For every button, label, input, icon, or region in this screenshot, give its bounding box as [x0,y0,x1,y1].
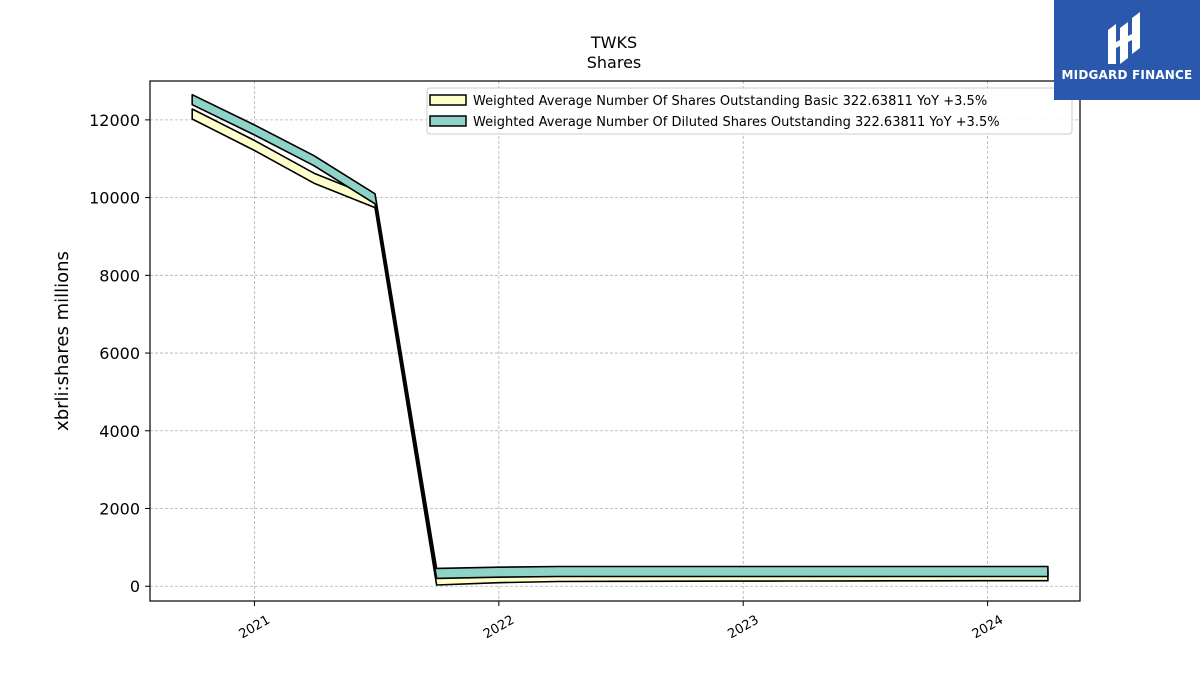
x-axis-ticks: 2021 2022 2023 2024 [237,601,1006,642]
grid-lines [150,81,1080,601]
legend: Weighted Average Number Of Shares Outsta… [426,87,1073,135]
legend-swatch [429,94,467,106]
logo-mark-icon [1108,12,1140,64]
y-tick-label: 2000 [99,500,140,519]
series-areas [191,93,1049,586]
y-tick-label: 4000 [99,422,140,441]
logo-text: MIDGARD FINANCE [1061,68,1193,82]
y-tick-label: 10000 [89,189,140,208]
series-area [191,108,1049,586]
x-tick-label: 2021 [237,613,273,643]
x-tick-label: 2023 [725,613,761,643]
y-axis-label: xbrli:shares millions [52,251,73,431]
y-tick-label: 8000 [99,266,140,285]
legend-frame [426,87,1073,135]
y-tick-label: 0 [130,577,140,596]
y-tick-label: 6000 [99,344,140,363]
series-area [191,93,1049,580]
chart-title: TWKS [590,33,637,52]
plot-frame [149,80,1081,602]
legend-swatch [429,115,467,127]
x-tick-label: 2022 [481,613,517,643]
y-tick-label: 12000 [89,111,140,130]
brand-logo: MIDGARD FINANCE [1054,0,1200,100]
legend-entry: Weighted Average Number Of Diluted Share… [473,115,1000,130]
chart-subtitle: Shares [587,53,642,72]
legend-entry: Weighted Average Number Of Shares Outsta… [473,94,987,109]
x-tick-label: 2024 [970,613,1006,643]
y-axis-ticks: 0 2000 4000 6000 8000 10000 12000 [89,111,150,596]
